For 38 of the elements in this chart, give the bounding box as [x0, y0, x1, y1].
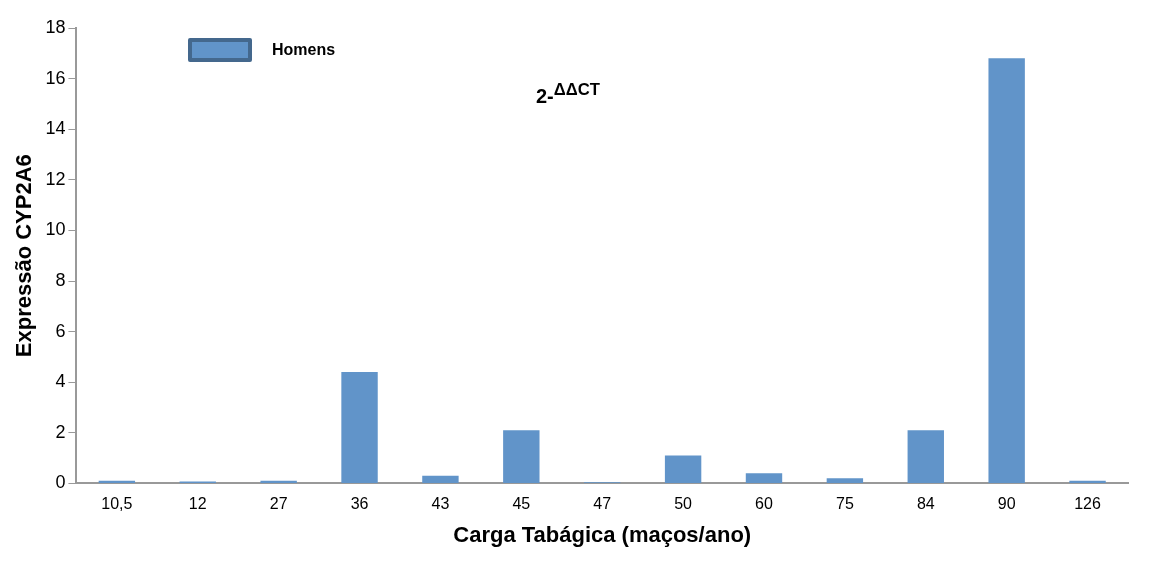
y-tick-label: 6: [55, 320, 66, 341]
bar: [826, 478, 864, 483]
bar: [664, 455, 702, 483]
bar: [503, 430, 540, 483]
x-axis-title: Carga Tabágica (maços/ano): [453, 521, 752, 547]
text: 2-$^{ΔΔCT}$: [536, 80, 600, 108]
x-tick-label: 47: [593, 495, 612, 513]
bar: [341, 372, 378, 483]
x-tick-label: 75: [835, 495, 854, 513]
y-tick-label: 8: [55, 269, 66, 290]
bar: [745, 473, 783, 483]
x-tick-label: 90: [997, 495, 1016, 513]
bar: [1069, 480, 1106, 483]
y-tick-label: 0: [55, 472, 66, 493]
bar: [988, 58, 1025, 483]
legend-label: Homens: [272, 41, 336, 59]
y-tick-label: 16: [45, 67, 66, 88]
x-tick-label: 43: [431, 495, 450, 513]
x-tick-label: 10,5: [101, 495, 133, 513]
bar: [907, 430, 944, 483]
x-tick-label: 36: [350, 495, 369, 513]
bar: [422, 475, 459, 483]
x-tick-label: 45: [512, 495, 531, 513]
y-tick-label: 12: [45, 168, 66, 189]
bar: [260, 480, 297, 483]
x-tick-label: 27: [269, 495, 288, 513]
y-tick-label: 4: [55, 371, 66, 392]
x-tick-label: 60: [755, 495, 773, 513]
x-tick-label: 84: [916, 495, 935, 513]
y-axis-title: Expressão CYP2A6: [11, 154, 37, 358]
y-tick-label: 18: [45, 16, 66, 37]
y-tick-label: 10: [45, 219, 66, 240]
y-tick-label: 14: [45, 118, 66, 139]
x-tick-label: 12: [188, 495, 207, 513]
x-tick-label: 50: [674, 495, 693, 513]
x-tick-label: 126: [1074, 495, 1101, 513]
y-tick-label: 2: [55, 421, 66, 442]
bar: [98, 480, 136, 483]
